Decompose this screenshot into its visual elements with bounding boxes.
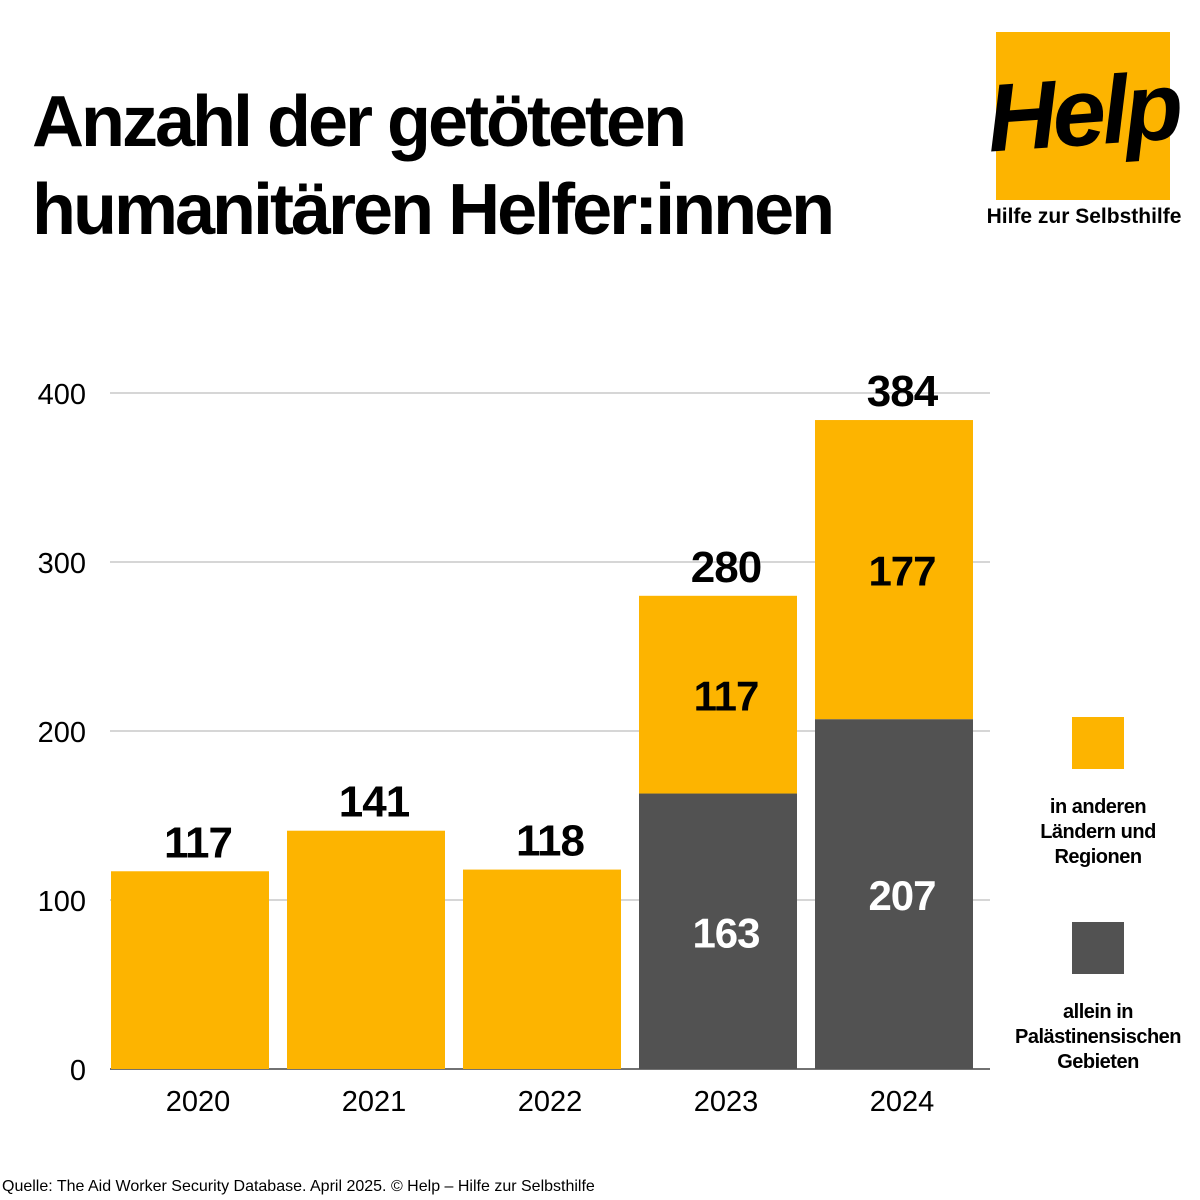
legend-label-line: in anderen	[1049, 796, 1147, 818]
bar-segment	[815, 719, 973, 1069]
bar-segment-value-label: 117	[694, 673, 759, 720]
legend-label-palestinian-territories: allein in Palästinensischen Gebieten	[1000, 1000, 1196, 1075]
bar-segment-value-label: 163	[692, 909, 759, 956]
legend-label-line: Regionen	[1054, 846, 1142, 868]
x-tick-label: 2024	[870, 1086, 935, 1118]
bar-segment	[639, 595, 797, 794]
legend-label-line: Ländern und	[1040, 821, 1156, 843]
bar-total-label: 118	[516, 817, 585, 866]
bar-total-label: 117	[164, 818, 232, 867]
chart-title-line-1: Anzahl der getöteten	[32, 82, 687, 162]
bar-segment-value-label: 177	[868, 548, 935, 595]
bar-segment	[815, 420, 973, 720]
legend-label-line: Palästinensischen	[1014, 1026, 1182, 1048]
source-note: Quelle: The Aid Worker Security Database…	[2, 1178, 595, 1195]
bar-total-label: 384	[867, 367, 939, 416]
y-tick-label: 400	[38, 379, 86, 411]
x-tick-label: 2020	[166, 1086, 231, 1118]
legend-label-line: allein in	[1063, 1001, 1133, 1023]
x-tick-label: 2023	[694, 1086, 759, 1118]
logo-background	[996, 32, 1170, 200]
bar-segment	[463, 869, 621, 1069]
y-tick-label: 300	[38, 548, 86, 580]
legend-swatch-palestinian-territories	[1072, 922, 1124, 974]
legend-swatch-other-regions	[1072, 717, 1124, 769]
y-tick-label: 100	[38, 886, 86, 918]
chart-title: Anzahl der getöteten humanitären Helfer:…	[32, 78, 932, 254]
bar-segment	[111, 871, 269, 1069]
x-tick-label: 2022	[518, 1086, 583, 1118]
legend-label-line: Gebieten	[1057, 1051, 1139, 1073]
bar-segment	[639, 793, 797, 1069]
chart-title-line-2: humanitären Helfer:innen	[32, 170, 835, 250]
x-tick-label: 2021	[342, 1086, 407, 1118]
y-tick-label: 0	[70, 1055, 86, 1087]
bar-segment-value-label: 207	[868, 872, 935, 919]
legend-label-other-regions: in anderen Ländern und Regionen	[1000, 795, 1196, 870]
bar-total-label: 141	[339, 778, 410, 827]
logo-tagline: Hilfe zur Selbsthilfe	[986, 205, 1182, 228]
bar-total-label: 280	[691, 543, 761, 592]
y-tick-label: 200	[38, 717, 86, 749]
bar-segment	[287, 830, 445, 1069]
